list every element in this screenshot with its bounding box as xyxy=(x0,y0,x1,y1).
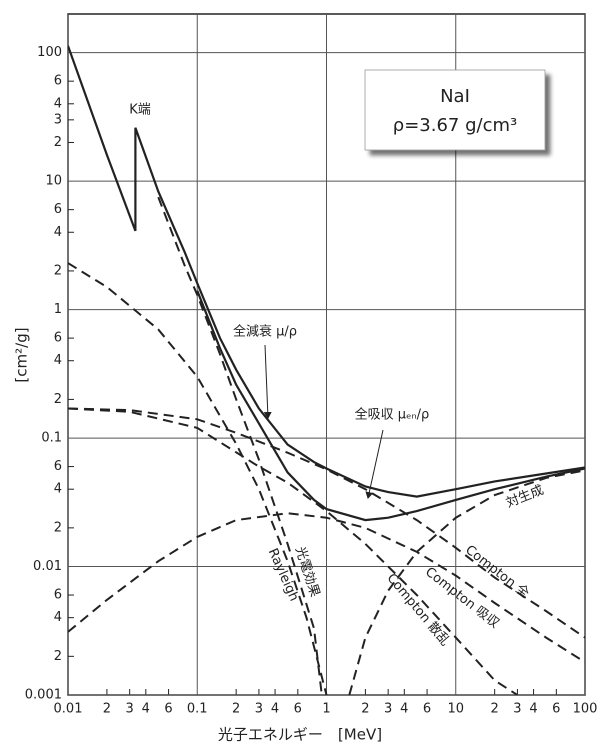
series-line xyxy=(348,469,585,695)
y-tick-label: 4 xyxy=(54,353,62,368)
series-line xyxy=(68,512,585,664)
y-tick-label: 2 xyxy=(54,135,62,150)
x-tick-label: 4 xyxy=(142,702,150,717)
x-tick-label: 1 xyxy=(322,702,330,717)
y-tick-label: 0.1 xyxy=(41,431,62,446)
x-tick-label: 4 xyxy=(400,702,408,717)
x-tick-label: 6 xyxy=(294,702,302,717)
arrow xyxy=(365,429,384,499)
x-tick-label: 10 xyxy=(447,702,464,717)
x-tick-label: 6 xyxy=(164,702,172,717)
lines xyxy=(68,45,585,695)
y-tick-label: 4 xyxy=(54,610,62,625)
y-tick-label: 2 xyxy=(54,263,62,278)
y-tick-label: 6 xyxy=(54,74,62,89)
series-label: 全吸収 μₑₙ/ρ xyxy=(355,407,430,423)
series-line xyxy=(68,407,518,695)
x-tick-label: 3 xyxy=(126,702,134,717)
y-tick-label: 2 xyxy=(54,649,62,664)
y-tick-label: 3 xyxy=(54,112,62,127)
x-tick-label: 6 xyxy=(552,702,560,717)
arrow xyxy=(263,344,272,419)
y-tick-label: 2 xyxy=(54,520,62,535)
series-line xyxy=(68,45,585,498)
y-tick-label: 10 xyxy=(45,174,62,189)
y-tick-label: 6 xyxy=(54,331,62,346)
y-tick-label: 0.001 xyxy=(25,688,62,703)
series-label: 全減衰 μ/ρ xyxy=(233,324,297,340)
y-tick-label: 4 xyxy=(54,225,62,240)
series-line xyxy=(68,262,328,695)
x-tick-label: 4 xyxy=(529,702,537,717)
y-tick-label: 2 xyxy=(54,392,62,407)
y-axis-title: [cm²/g] xyxy=(13,327,31,382)
x-tick-label: 6 xyxy=(423,702,431,717)
y-tick-label: 6 xyxy=(54,588,62,603)
series-line xyxy=(196,290,585,522)
box-density: ρ=3.67 g/cm³ xyxy=(393,115,517,136)
x-tick-label: 4 xyxy=(271,702,279,717)
y-tick-label: 6 xyxy=(54,459,62,474)
x-tick-label: 3 xyxy=(513,702,521,717)
x-tick-label: 3 xyxy=(384,702,392,717)
x-axis-title: 光子エネルギー [MeV] xyxy=(218,726,382,744)
x-tick-label: 3 xyxy=(255,702,263,717)
y-tick-label: 4 xyxy=(54,96,62,111)
y-tick-label: 4 xyxy=(54,482,62,497)
box-title: NaI xyxy=(440,86,470,107)
x-tick-label: 0.01 xyxy=(54,702,83,717)
series-line xyxy=(68,407,585,639)
series-line xyxy=(157,196,323,695)
x-tick-label: 0.1 xyxy=(187,702,208,717)
annotation: K端 xyxy=(129,103,151,118)
y-tick-label: 100 xyxy=(37,45,62,60)
x-tick-label: 2 xyxy=(361,702,369,717)
x-tick-label: 2 xyxy=(232,702,240,717)
y-tick-label: 0.01 xyxy=(33,559,62,574)
x-tick-label: 100 xyxy=(573,702,598,717)
info-box xyxy=(364,69,546,151)
x-tick-label: 2 xyxy=(103,702,111,717)
y-tick-label: 1 xyxy=(54,302,62,317)
y-tick-label: 6 xyxy=(54,202,62,217)
x-tick-label: 2 xyxy=(491,702,499,717)
grid xyxy=(67,14,586,696)
